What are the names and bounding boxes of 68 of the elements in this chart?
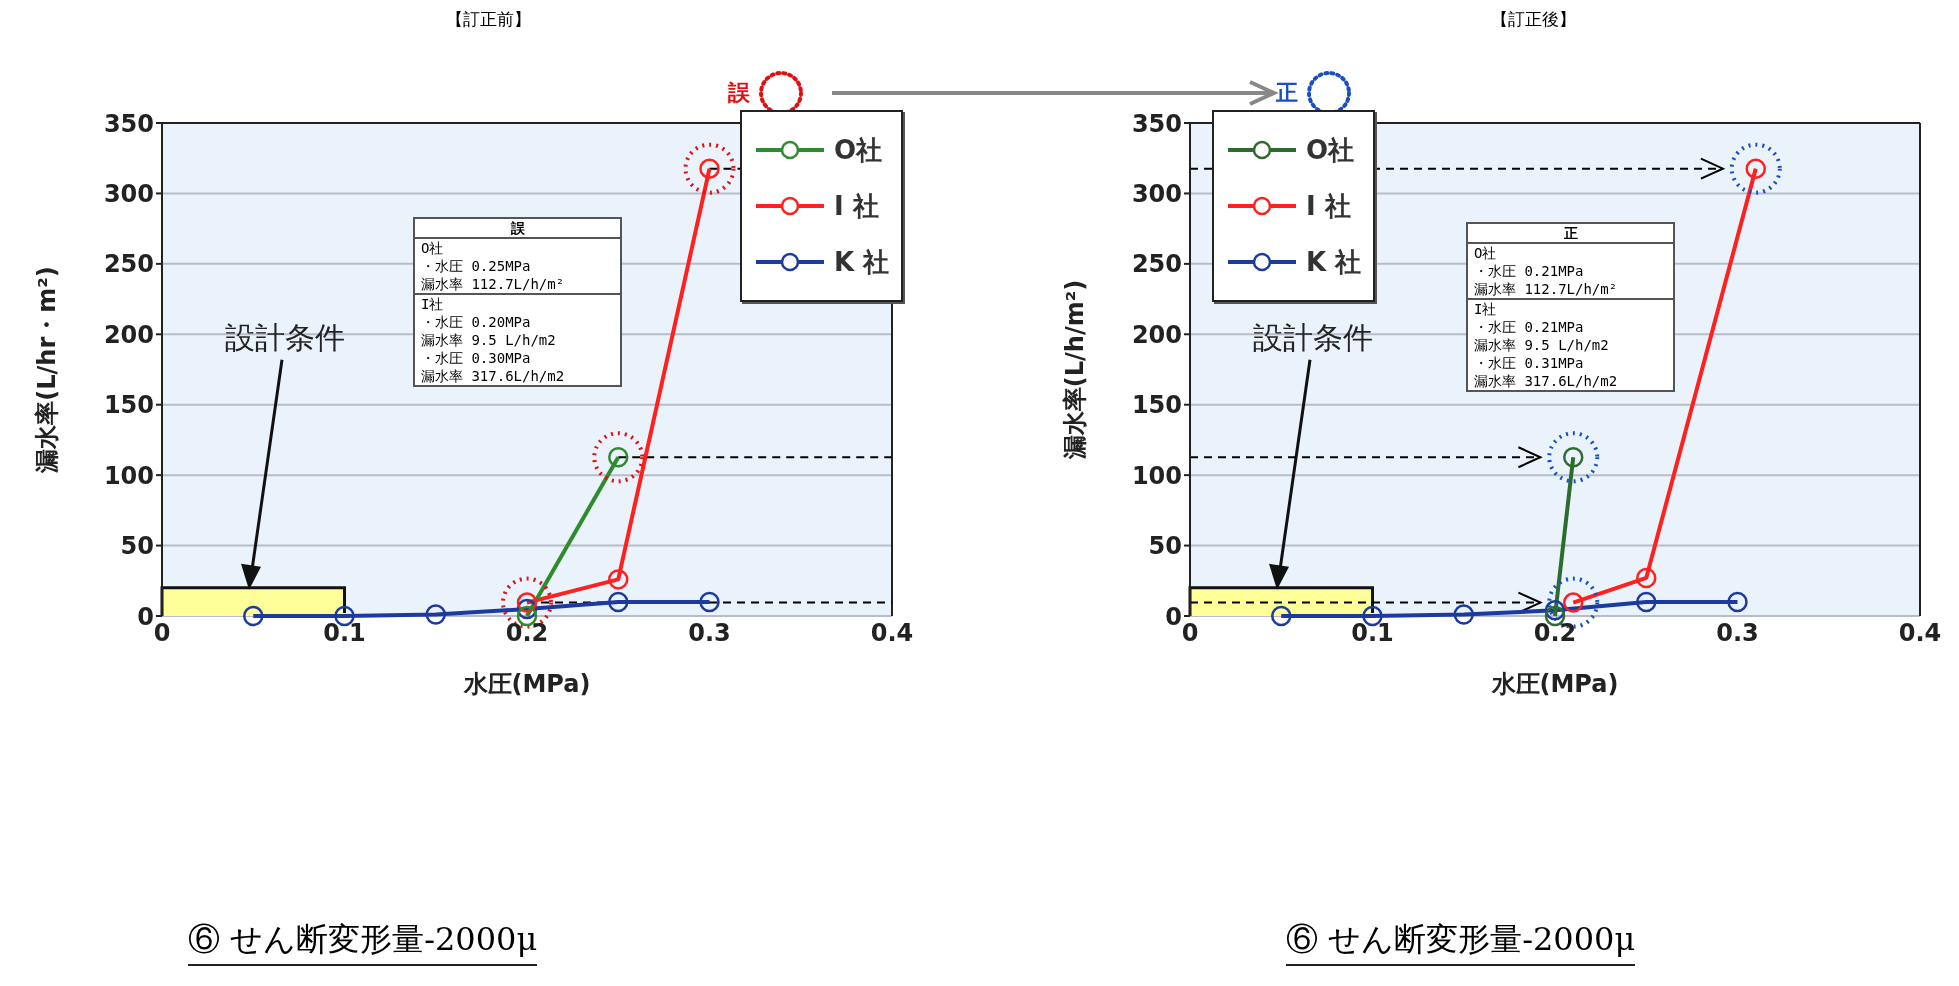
y-tick-label: 200: [103, 320, 154, 349]
annotation: 漏水率 9.5 L/h/m2: [1473, 336, 1610, 354]
y-tick-label: 150: [1131, 391, 1182, 420]
annotation: 誤: [415, 219, 620, 239]
annotation: 漏水率 317.6L/h/m2: [1473, 372, 1619, 390]
annotation: 設計条件: [225, 319, 345, 355]
annotation: ・水圧 0.20MPa: [420, 313, 532, 331]
annotation: 正: [1468, 224, 1673, 244]
annotation: O社: [1473, 244, 1498, 262]
annotation: I社: [415, 293, 620, 313]
annotation: 漏水率 112.7L/h/m²: [420, 275, 566, 293]
point: [699, 591, 720, 613]
text: 正: [1276, 79, 1298, 107]
x-tick-label: 0.3: [1716, 619, 1759, 648]
annotation: ・水圧 0.21MPa: [1473, 318, 1585, 336]
point: [243, 605, 264, 627]
y-tick-label: 300: [103, 179, 154, 208]
legend-label: O社: [834, 133, 883, 167]
annotation: 漏水率 9.5 L/h/m2: [420, 331, 557, 349]
annotation: ・水圧 0.31MPa: [1473, 354, 1585, 372]
x-tick-label: 0.1: [323, 619, 366, 648]
y-tick-label: 50: [1148, 532, 1182, 561]
point: [1636, 567, 1657, 589]
annotation: 設計条件: [1253, 319, 1373, 355]
point: [608, 569, 629, 590]
x-tick-label: 0.2: [1533, 619, 1577, 648]
x-axis-title: 水圧(MPa): [462, 670, 591, 698]
x-tick-label: 0.2: [505, 619, 549, 648]
y-tick-label: 100: [103, 461, 154, 490]
annotation: I社: [1468, 298, 1673, 318]
text: 誤: [728, 79, 750, 107]
legend-label: I 社: [1306, 189, 1351, 223]
annotation: 漏水率 112.7L/h/m²: [1473, 280, 1619, 298]
annotation: O社: [420, 239, 445, 257]
point: [425, 604, 446, 625]
y-tick-label: 100: [1131, 461, 1182, 490]
annotation: ・水圧 0.30MPa: [420, 349, 532, 367]
legend-label: I 社: [834, 189, 879, 223]
x-tick-label: 0.1: [1351, 619, 1394, 648]
y-tick-label: 250: [103, 250, 154, 279]
legend-label: K 社: [1306, 245, 1362, 279]
x-axis-title: 水圧(MPa): [1490, 670, 1619, 698]
annotation: ・水圧 0.25MPa: [420, 257, 532, 275]
annotation: ・水圧 0.21MPa: [1473, 262, 1585, 280]
y-axis-title: 漏水率(L/h/m²): [1060, 279, 1089, 461]
chart-title: 【訂正後】: [1490, 8, 1577, 31]
x-tick-label: 0.4: [1898, 619, 1942, 648]
point: [1636, 591, 1657, 613]
y-axis-title: 漏水率(L/hr・m²): [32, 266, 61, 474]
text: ⑥ せん断変形量-2000μ: [188, 918, 538, 966]
y-tick-label: 350: [1131, 109, 1182, 138]
legend-label: O社: [1306, 133, 1355, 167]
chart-title: 【訂正前】: [444, 8, 532, 31]
x-tick-label: 0.4: [870, 619, 914, 648]
annotation: 漏水率 317.6L/h/m2: [420, 367, 566, 385]
legend-label: K 社: [834, 245, 890, 279]
y-tick-label: 150: [103, 391, 154, 420]
y-tick-label: 250: [1131, 250, 1182, 279]
y-tick-label: 300: [1131, 179, 1182, 208]
text: ⑥ せん断変形量-2000μ: [1286, 918, 1636, 966]
point: [1727, 591, 1748, 613]
y-tick-label: 350: [103, 109, 154, 138]
point: [1271, 605, 1292, 627]
y-tick-label: 50: [120, 532, 154, 561]
point: [1453, 604, 1474, 625]
point: [608, 591, 629, 613]
x-tick-label: 0.3: [688, 619, 731, 648]
y-tick-label: 200: [1131, 320, 1182, 349]
